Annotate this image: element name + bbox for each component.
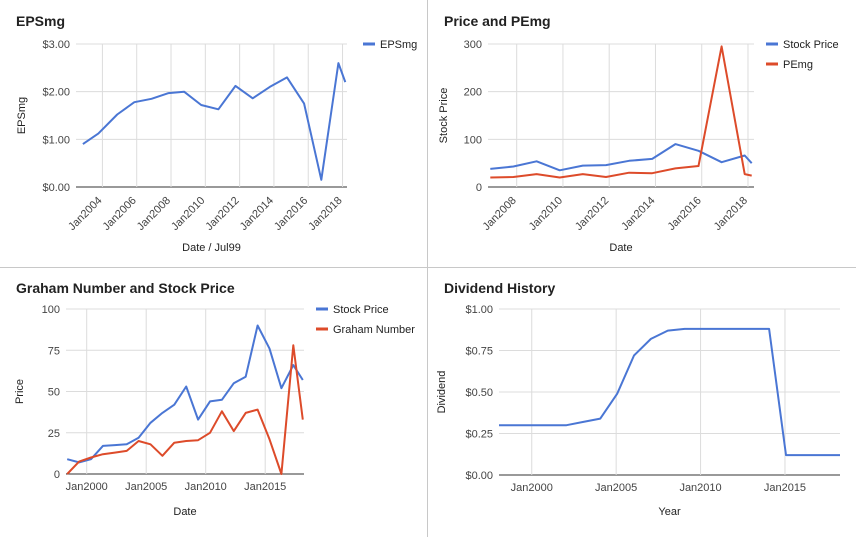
price-pemg-x-tick-label: Jan2008 [480,195,518,233]
epsmg-x-tick-label: Jan2010 [169,195,207,233]
epsmg-series-epsmg [82,62,347,181]
epsmg-chart-panel: EPSmg $0.00 $1.00 $2.00 $3.00 Jan2004 Jan2006 J… [0,0,427,267]
vertical-divider [427,0,428,537]
price-pemg-x-tick-label: Jan2018 [712,195,750,233]
price-pemg-x-axis-label: Date [609,242,632,254]
price-pemg-chart-title: Price and PEmg [444,13,551,29]
dividend-x-tick-label: Jan2010 [679,482,721,494]
graham-y-tick-label: 100 [42,304,60,316]
graham-series-stock-price [66,324,304,464]
price-pemg-x-tick-label: Jan2016 [666,195,704,233]
horizontal-divider [0,267,856,268]
price-pemg-chart-panel: Price and PEmg 0 100 200 300 Jan2008 Jan2010 Ja… [428,0,856,267]
graham-series-graham-number [66,344,304,475]
price-pemg-legend-label-pemg: PEmg [783,59,813,71]
price-pemg-y-axis-label: Stock Price [438,88,450,144]
epsmg-x-tick-label: Jan2016 [272,195,310,233]
graham-x-tick-label: Jan2005 [125,481,167,493]
price-pemg-y-tick-label: 300 [464,39,482,51]
price-pemg-legend-label-stock-price: Stock Price [783,39,839,51]
epsmg-x-axis-label: Date / Jul99 [182,242,241,254]
graham-x-tick-label: Jan2015 [244,481,286,493]
epsmg-legend-label-epsmg: EPSmg [380,39,417,51]
graham-x-axis-label: Date [173,506,196,518]
dividend-chart-title: Dividend History [444,280,555,296]
price-pemg-y-tick-label: 100 [464,134,482,146]
epsmg-x-tick-label: Jan2018 [306,195,344,233]
price-pemg-series-stock-price [490,143,753,172]
dividend-history-chart-panel: Dividend History $0.00 $0.25 $0.50 $0.75 $1.0… [428,268,856,537]
epsmg-x-tick-label: Jan2012 [203,195,241,233]
epsmg-y-tick-label: $3.00 [42,39,70,51]
epsmg-y-tick-label: $2.00 [42,87,70,99]
graham-number-chart-panel: Graham Number and Stock Price 0 25 50 75 100 J… [0,268,427,537]
price-pemg-y-tick-label: 200 [464,87,482,99]
graham-y-tick-label: 25 [48,428,60,440]
dividend-y-axis-label: Dividend [436,371,448,414]
dividend-x-axis-label: Year [658,506,681,518]
dividend-y-tick-label: $0.25 [465,429,493,441]
epsmg-x-tick-label: Jan2004 [66,195,104,233]
graham-x-tick-label: Jan2000 [66,481,108,493]
graham-y-axis-label: Price [14,379,26,404]
dividend-y-tick-label: $0.00 [465,470,493,482]
graham-legend-label-stock-price: Stock Price [333,304,389,316]
dividend-series-line [499,327,840,457]
graham-chart-title: Graham Number and Stock Price [16,280,235,296]
price-pemg-x-tick-label: Jan2014 [619,195,657,233]
epsmg-x-tick-label: Jan2008 [135,195,173,233]
graham-x-tick-label: Jan2010 [185,481,227,493]
epsmg-x-tick-label: Jan2006 [101,195,139,233]
epsmg-chart-svg: EPSmg$0.00$1.00$2.00$3.00Jan2004Jan2006J… [16,13,417,254]
dividend-x-tick-label: Jan2015 [764,482,806,494]
dividend-chart-svg: Dividend History $0.00 $0.25 $0.50 $0.75 $1.0… [436,280,840,518]
epsmg-chart-title: EPSmg [16,13,65,29]
dividend-x-tick-label: Jan2000 [511,482,553,494]
graham-chart-svg: Graham Number and Stock Price 0 25 50 75 100 J… [14,280,415,518]
price-pemg-x-tick-label: Jan2012 [573,195,611,233]
graham-y-tick-label: 75 [48,345,60,357]
price-pemg-series-pemg [490,45,752,179]
epsmg-x-tick-label: Jan2014 [238,195,276,233]
graham-y-tick-label: 0 [54,469,60,481]
dividend-x-tick-label: Jan2005 [595,482,637,494]
epsmg-y-tick-label: $0.00 [42,182,70,194]
dividend-y-tick-label: $0.50 [465,387,493,399]
dividend-y-tick-label: $1.00 [465,304,493,316]
epsmg-y-axis-label: EPSmg [16,97,28,134]
price-pemg-y-tick-label: 0 [476,182,482,194]
graham-legend-label-graham-number: Graham Number [333,324,415,336]
price-pemg-x-tick-label: Jan2010 [527,195,565,233]
dividend-y-tick-label: $0.75 [465,346,493,358]
graham-y-tick-label: 50 [48,387,60,399]
epsmg-y-tick-label: $1.00 [42,134,70,146]
